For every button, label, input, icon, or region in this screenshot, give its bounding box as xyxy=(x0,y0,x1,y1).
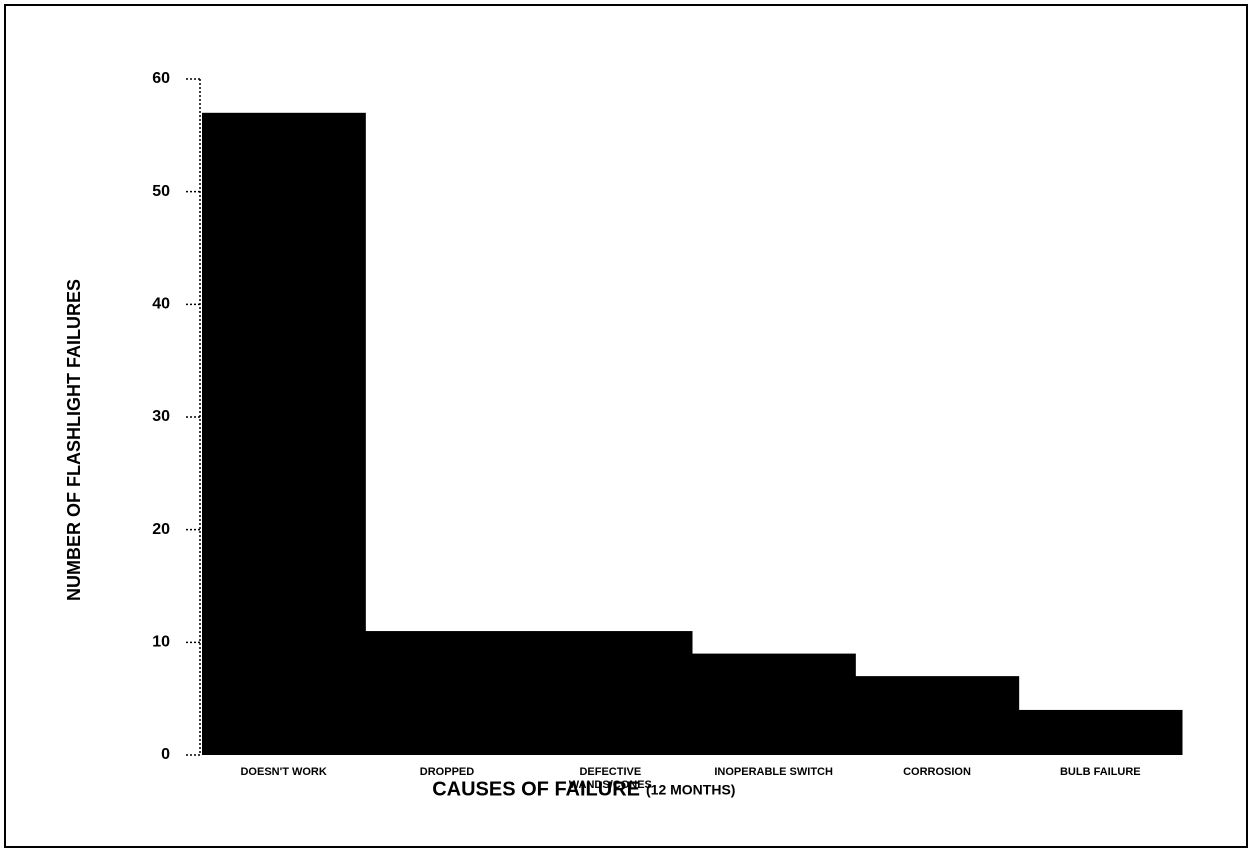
x-tick-label: DROPPED xyxy=(420,766,474,778)
bar xyxy=(1018,709,1183,755)
bar xyxy=(365,631,530,755)
x-tick-label: DEFECTIVE xyxy=(579,766,641,778)
y-tick-label: 20 xyxy=(152,521,170,538)
frame xyxy=(4,4,1248,848)
x-tick-label: DOESN'T WORK xyxy=(240,766,326,778)
y-tick-label: 60 xyxy=(152,70,170,87)
x-axis-note: (12 MONTHS) xyxy=(646,782,735,798)
x-tick-label: WANDS/CONES xyxy=(569,779,652,791)
y-tick-label: 50 xyxy=(152,183,170,200)
bar xyxy=(202,112,366,756)
y-tick-label: 30 xyxy=(152,408,170,425)
x-tick-label: INOPERABLE SWITCH xyxy=(714,766,833,778)
y-tick-label: 10 xyxy=(152,634,170,651)
y-tick-label: 0 xyxy=(161,746,170,763)
x-tick-label: CORROSION xyxy=(903,766,971,778)
x-tick-label: BULB FAILURE xyxy=(1060,766,1141,778)
bar xyxy=(528,631,693,755)
bar xyxy=(855,676,1020,755)
x-axis-title: CAUSES OF FAILURE xyxy=(432,778,640,800)
y-axis-title: NUMBER OF FLASHLIGHT FAILURES xyxy=(64,279,84,601)
y-tick-label: 40 xyxy=(152,296,170,313)
bar xyxy=(692,653,856,755)
